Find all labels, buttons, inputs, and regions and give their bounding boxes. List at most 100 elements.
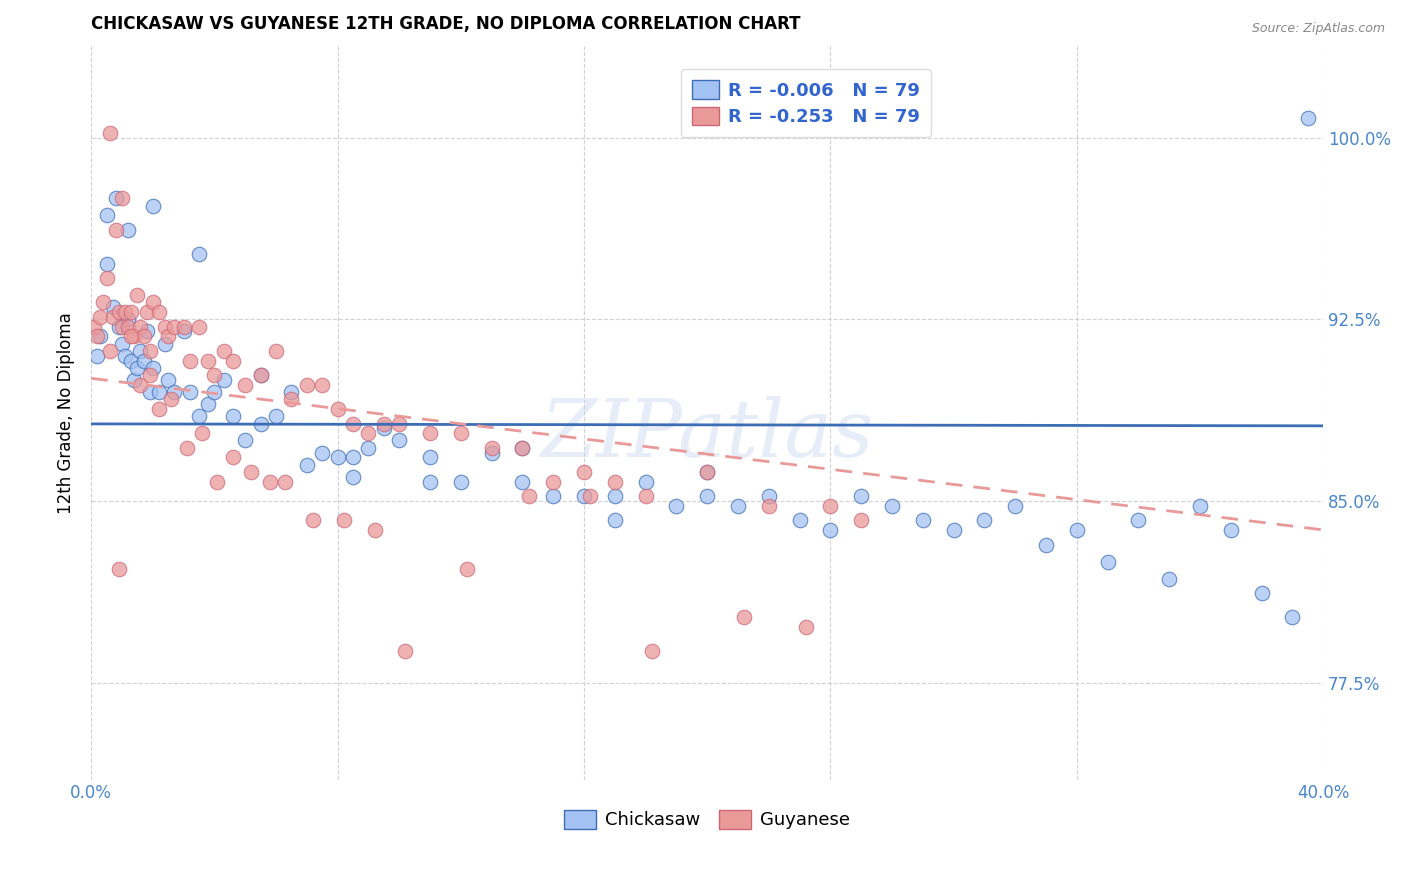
Point [733, 610, 755, 624]
Point [419, 475, 441, 489]
Point [122, 373, 145, 387]
Point [456, 562, 478, 576]
Point [342, 450, 364, 465]
Point [148, 305, 170, 319]
Point [280, 385, 302, 400]
Point [394, 644, 416, 658]
Point [388, 434, 411, 448]
Point [911, 513, 934, 527]
Point [89, 329, 111, 343]
Point [1188, 499, 1211, 513]
Point [259, 475, 281, 489]
Point [111, 191, 134, 205]
Point [138, 385, 160, 400]
Point [129, 319, 152, 334]
Point [1128, 513, 1150, 527]
Point [450, 426, 472, 441]
Point [101, 310, 124, 324]
Text: CHICKASAW VS GUYANESE 12TH GRADE, NO DIPLOMA CORRELATION CHART: CHICKASAW VS GUYANESE 12TH GRADE, NO DIP… [91, 15, 800, 33]
Point [512, 475, 534, 489]
Point [108, 319, 131, 334]
Point [127, 288, 149, 302]
Point [794, 620, 817, 634]
Point [727, 499, 749, 513]
Point [973, 513, 995, 527]
Point [665, 499, 688, 513]
Point [179, 385, 201, 400]
Point [129, 377, 152, 392]
Legend: Chickasaw, Guyanese: Chickasaw, Guyanese [557, 803, 858, 837]
Point [450, 475, 472, 489]
Point [132, 353, 155, 368]
Point [197, 397, 219, 411]
Point [148, 385, 170, 400]
Text: ZIPatlas: ZIPatlas [540, 396, 875, 474]
Point [117, 319, 139, 334]
Point [342, 417, 364, 431]
Point [135, 305, 157, 319]
Point [157, 373, 180, 387]
Point [311, 445, 333, 459]
Point [295, 377, 318, 392]
Point [240, 465, 263, 479]
Point [114, 349, 136, 363]
Point [603, 489, 626, 503]
Point [127, 360, 149, 375]
Point [634, 489, 657, 503]
Point [342, 470, 364, 484]
Point [419, 450, 441, 465]
Point [173, 325, 195, 339]
Point [758, 499, 780, 513]
Point [120, 305, 142, 319]
Point [512, 441, 534, 455]
Point [249, 417, 271, 431]
Point [572, 465, 595, 479]
Point [541, 475, 564, 489]
Point [207, 475, 229, 489]
Point [212, 373, 235, 387]
Point [264, 409, 287, 424]
Point [603, 513, 626, 527]
Point [135, 325, 157, 339]
Point [641, 644, 664, 658]
Point [696, 465, 718, 479]
Point [108, 305, 131, 319]
Point [104, 191, 127, 205]
Point [357, 426, 380, 441]
Point [1159, 572, 1181, 586]
Point [173, 319, 195, 334]
Point [93, 295, 115, 310]
Point [942, 523, 965, 537]
Point [104, 223, 127, 237]
Point [132, 329, 155, 343]
Point [419, 426, 441, 441]
Point [280, 392, 302, 407]
Point [233, 377, 256, 392]
Point [222, 409, 245, 424]
Point [157, 329, 180, 343]
Point [512, 441, 534, 455]
Point [1281, 610, 1303, 624]
Point [1250, 586, 1272, 600]
Point [202, 385, 225, 400]
Point [153, 336, 176, 351]
Point [541, 489, 564, 503]
Point [572, 489, 595, 503]
Point [302, 513, 325, 527]
Point [1004, 499, 1026, 513]
Point [176, 441, 198, 455]
Point [517, 489, 540, 503]
Point [222, 353, 245, 368]
Point [696, 465, 718, 479]
Point [188, 409, 211, 424]
Point [357, 441, 380, 455]
Point [129, 343, 152, 358]
Point [142, 360, 165, 375]
Point [212, 343, 235, 358]
Point [202, 368, 225, 383]
Point [326, 402, 349, 417]
Point [820, 499, 842, 513]
Point [163, 385, 186, 400]
Point [197, 353, 219, 368]
Point [696, 489, 718, 503]
